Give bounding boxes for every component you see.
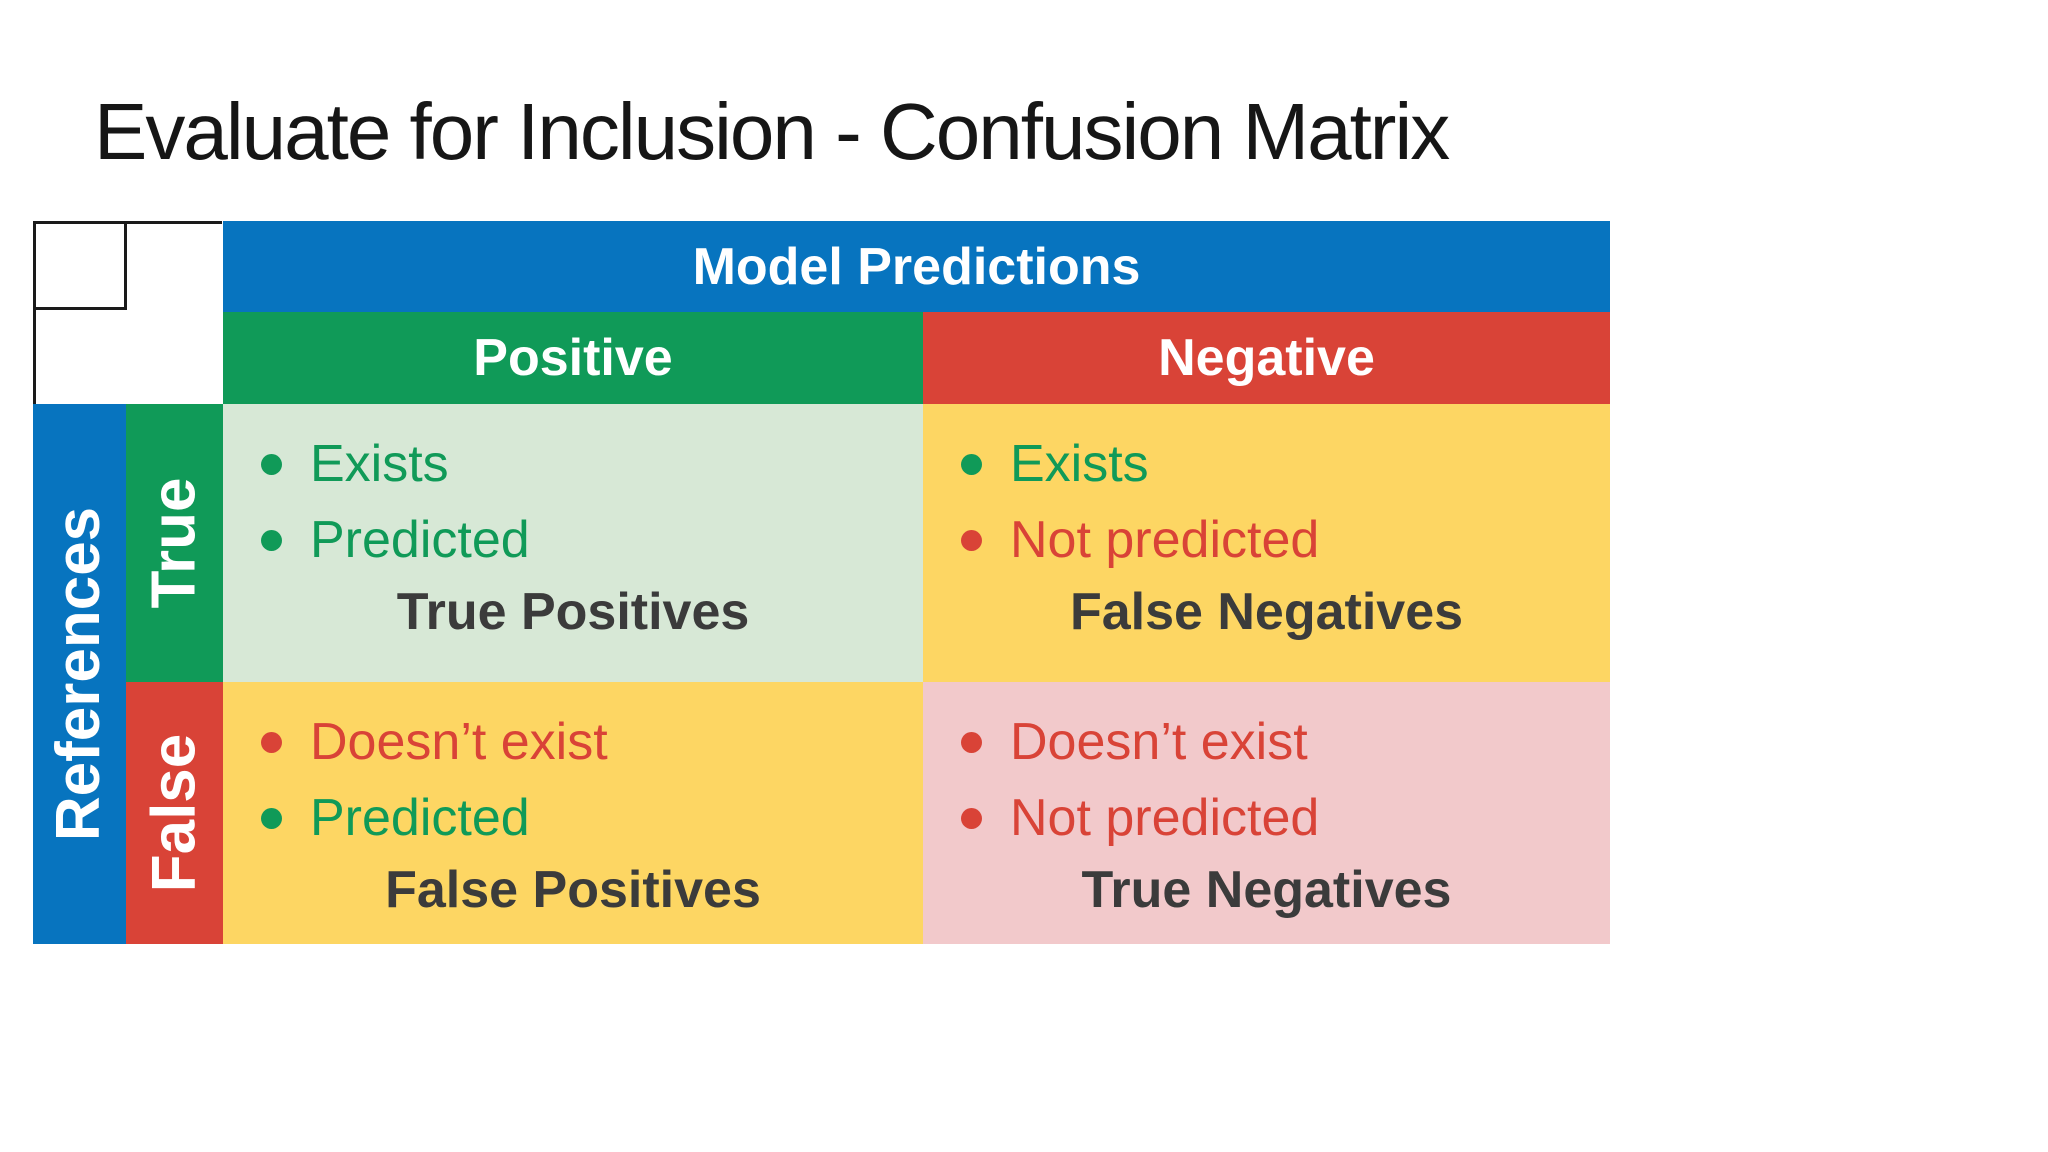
cell-false-positives: Doesn’t exist Predicted False Positives (223, 682, 923, 944)
bullet-text: Predicted (310, 789, 530, 847)
bullet-dot-icon (961, 453, 982, 475)
bullet-item: Not predicted (923, 780, 1610, 856)
bullet-item: Predicted (223, 502, 923, 578)
bullet-dot-icon (261, 731, 282, 753)
bullet-dot-icon (961, 807, 982, 829)
row-header-true-label: True (139, 477, 209, 609)
cell-caption: False Positives (385, 861, 761, 919)
column-header-negative-label: Negative (1158, 329, 1375, 387)
row-axis-label: References (44, 506, 114, 842)
bullet-dot-icon (961, 731, 982, 753)
bullet-item: Exists (923, 426, 1610, 502)
matrix-corner-cell (33, 221, 222, 404)
column-header-positive: Positive (223, 312, 923, 404)
bullet-dot-icon (261, 807, 282, 829)
cell-caption: True Positives (396, 583, 750, 641)
bullet-item: Doesn’t exist (223, 704, 923, 780)
bullet-text: Doesn’t exist (1010, 713, 1308, 771)
column-axis-label: Model Predictions (692, 237, 1141, 296)
column-header-positive-label: Positive (473, 329, 673, 387)
row-axis-header: References (33, 404, 126, 944)
row-header-true: True (126, 404, 223, 682)
cell-caption: True Negatives (1081, 861, 1452, 919)
bullet-text: Exists (1010, 435, 1149, 493)
column-axis-header: Model Predictions (223, 221, 1610, 312)
column-header-negative: Negative (923, 312, 1610, 404)
cell-true-negatives: Doesn’t exist Not predicted True Negativ… (923, 682, 1610, 944)
row-header-false: False (126, 682, 223, 944)
row-header-false-label: False (139, 733, 209, 893)
bullet-text: Not predicted (1010, 789, 1320, 847)
bullet-text: Predicted (310, 511, 530, 569)
bullet-text: Exists (310, 435, 449, 493)
cell-false-negatives: Exists Not predicted False Negatives (923, 404, 1610, 682)
bullet-dot-icon (261, 453, 282, 475)
bullet-item: Exists (223, 426, 923, 502)
bullet-item: Not predicted (923, 502, 1610, 578)
cell-caption: False Negatives (1069, 583, 1464, 641)
bullet-dot-icon (961, 529, 982, 551)
matrix-corner-inner-box (36, 224, 127, 310)
bullet-text: Not predicted (1010, 511, 1320, 569)
bullet-text: Doesn’t exist (310, 713, 608, 771)
slide-title: Evaluate for Inclusion - Confusion Matri… (94, 87, 1450, 176)
bullet-item: Predicted (223, 780, 923, 856)
bullet-item: Doesn’t exist (923, 704, 1610, 780)
bullet-dot-icon (261, 529, 282, 551)
cell-true-positives: Exists Predicted True Positives (223, 404, 923, 682)
